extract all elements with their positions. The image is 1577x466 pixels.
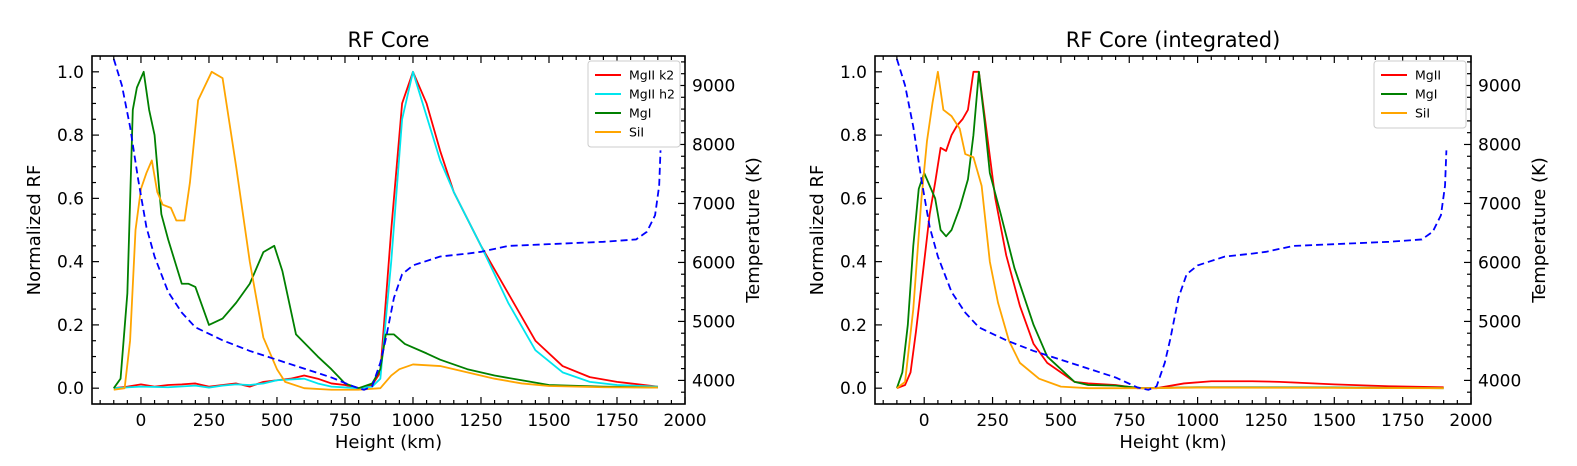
y2-tick-label: 7000 [692, 194, 735, 214]
y-axis-label: Normalized RF [807, 165, 828, 296]
x-tick-label: 250 [976, 411, 1008, 431]
y2-tick-label: 4000 [1478, 371, 1521, 391]
x-tick-label: 500 [1045, 411, 1077, 431]
y-tick-label: 1.0 [57, 63, 84, 83]
y-tick-label: 0.6 [57, 189, 84, 209]
temperature-line [112, 58, 662, 391]
legend-label: MgII h2 [629, 87, 675, 102]
temperature-line [896, 58, 1448, 391]
legend-box [587, 60, 681, 148]
x-tick-label: 1000 [1176, 411, 1219, 431]
y-tick-label: 0.8 [840, 126, 867, 146]
x-tick-label: 2000 [663, 411, 706, 431]
x-tick-label: 1250 [1244, 411, 1287, 431]
legend: MgII k2 MgII h2 MgI SiI [587, 60, 681, 148]
series-line-mgi [896, 70, 1444, 390]
x-tick-label: 0 [919, 411, 930, 431]
y-tick-label: 1.0 [840, 63, 867, 83]
x-tick-label: 750 [1113, 411, 1145, 431]
legend-label: MgII [1415, 68, 1441, 83]
y2-tick-label: 9000 [692, 76, 735, 96]
y-axis-label: Normalized RF [24, 165, 45, 296]
y2-axis-label: Temperature (K) [1529, 157, 1550, 304]
y2-tick-label: 4000 [692, 371, 735, 391]
y2-axis-label: Temperature (K) [743, 157, 764, 304]
y2-tick-label: 5000 [692, 312, 735, 332]
y-tick-label: 0.4 [57, 253, 84, 273]
y-tick-label: 0.2 [57, 316, 84, 336]
series-line-sii [896, 70, 1444, 390]
series-line-mgii-k2 [113, 70, 658, 390]
x-tick-label: 1750 [1381, 411, 1424, 431]
y2-tick-label: 8000 [692, 135, 735, 155]
x-axis-label: Height (km) [335, 432, 442, 453]
legend: MgII MgI SiI [1373, 60, 1467, 129]
y-tick-label: 0.0 [840, 379, 867, 399]
chart-title: RF Core [348, 28, 430, 52]
series-line-mgii [896, 70, 1444, 390]
x-tick-label: 1750 [595, 411, 638, 431]
y-tick-label: 0.6 [840, 189, 867, 209]
legend-label: MgI [629, 106, 651, 121]
plot-area [896, 58, 1448, 391]
series-line-mgi [113, 70, 658, 390]
y2-tick-label: 8000 [1478, 135, 1521, 155]
x-tick-label: 1500 [527, 411, 570, 431]
legend-label: SiI [629, 125, 644, 140]
y2-tick-label: 6000 [1478, 253, 1521, 273]
y2-tick-label: 9000 [1478, 76, 1521, 96]
x-tick-label: 1500 [1313, 411, 1356, 431]
x-tick-label: 2000 [1449, 411, 1492, 431]
legend-label: MgII k2 [629, 68, 674, 83]
chart-panel-1: 0 250 500 750 1000 1250 1500 1750 2000 0.0 0.2 0.4 0… [24, 28, 764, 453]
x-tick-label: 500 [261, 411, 293, 431]
y2-tick-label: 7000 [1478, 194, 1521, 214]
y-tick-label: 0.8 [57, 126, 84, 146]
x-tick-label: 1250 [459, 411, 502, 431]
series-line-sii [113, 70, 658, 391]
y-tick-label: 0.2 [840, 316, 867, 336]
y2-tick-label: 6000 [692, 253, 735, 273]
chart-title: RF Core (integrated) [1066, 28, 1281, 52]
x-tick-label: 750 [329, 411, 361, 431]
x-tick-label: 0 [136, 411, 147, 431]
x-axis-label: Height (km) [1119, 432, 1226, 453]
y-tick-label: 0.4 [840, 253, 867, 273]
y2-tick-label: 5000 [1478, 312, 1521, 332]
x-tick-label: 250 [193, 411, 225, 431]
legend-box [1373, 60, 1467, 129]
chart-panel-2: 0 250 500 750 1000 1250 1500 1750 2000 0.0 0.2 0.4 0… [807, 28, 1550, 453]
legend-label: SiI [1415, 106, 1430, 121]
x-tick-label: 1000 [391, 411, 434, 431]
y-tick-label: 0.0 [57, 379, 84, 399]
plot-area [112, 58, 662, 391]
legend-label: MgI [1415, 87, 1437, 102]
